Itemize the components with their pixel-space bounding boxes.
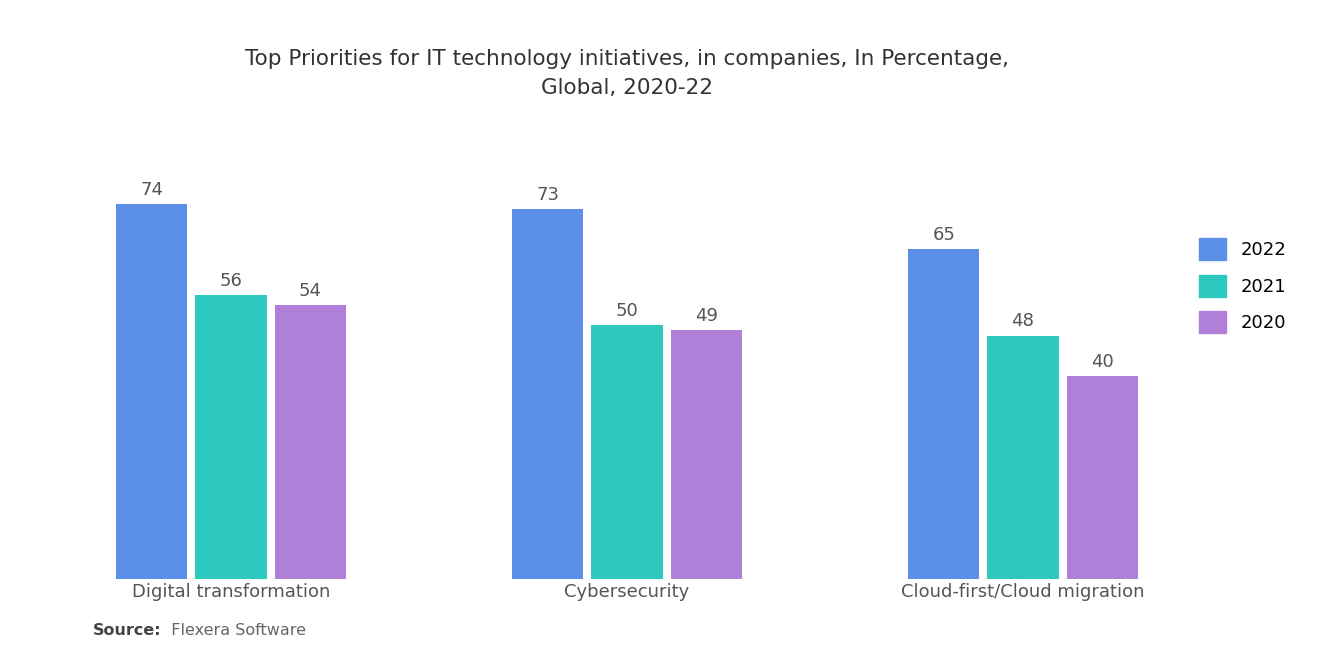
- Bar: [275, 305, 346, 579]
- Bar: [987, 336, 1059, 579]
- Text: 73: 73: [536, 186, 560, 204]
- Text: 49: 49: [694, 307, 718, 325]
- Bar: [195, 295, 267, 579]
- Text: 50: 50: [615, 303, 639, 321]
- Bar: [116, 204, 187, 579]
- Text: 65: 65: [932, 226, 956, 244]
- Legend: 2022, 2021, 2020: 2022, 2021, 2020: [1192, 231, 1294, 340]
- Text: 54: 54: [298, 282, 322, 300]
- Bar: [1067, 376, 1138, 579]
- Text: 56: 56: [219, 272, 243, 290]
- Text: Source:: Source:: [92, 623, 161, 638]
- Bar: [591, 325, 663, 579]
- Text: 48: 48: [1011, 313, 1035, 331]
- Title: Top Priorities for IT technology initiatives, in companies, In Percentage,
Globa: Top Priorities for IT technology initiat…: [246, 49, 1008, 98]
- Bar: [512, 209, 583, 579]
- Bar: [908, 249, 979, 579]
- Text: 40: 40: [1090, 353, 1114, 371]
- Text: Flexera Software: Flexera Software: [161, 623, 306, 638]
- Text: 74: 74: [140, 181, 164, 199]
- Bar: [671, 331, 742, 579]
